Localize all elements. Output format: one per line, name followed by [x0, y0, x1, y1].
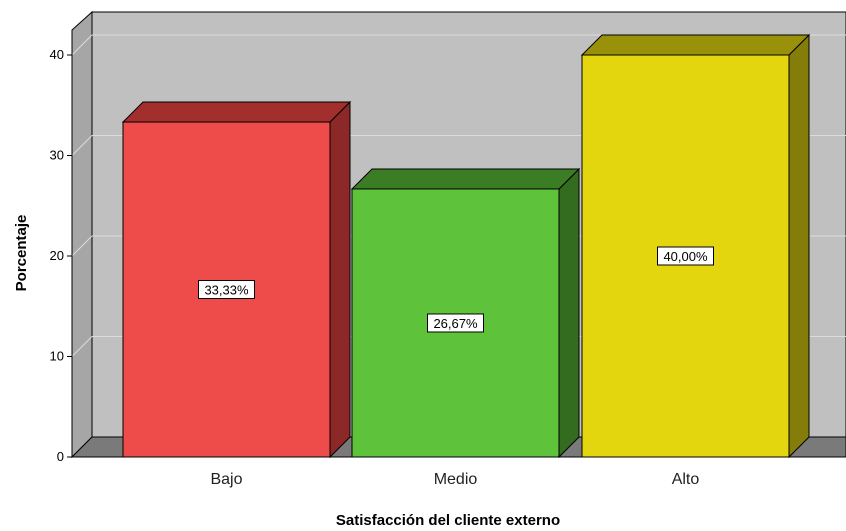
gridline-side — [71, 235, 93, 257]
bar-medio: 26,67% — [350, 167, 581, 459]
bar-top — [121, 101, 352, 123]
data-label: 40,00% — [663, 249, 708, 264]
plot-side-wall — [71, 10, 93, 459]
bars: 33,33% 26,67% 40,00% — [121, 33, 811, 459]
x-tick-label: Bajo — [210, 471, 242, 488]
data-label-box — [198, 280, 255, 300]
y-tick-label: 30 — [50, 148, 64, 163]
x-tick-label: Alto — [672, 471, 700, 488]
y-tick-label: 0 — [57, 449, 64, 464]
x-axis-title: Satisfacción del cliente externo — [336, 512, 560, 529]
bar-side — [329, 100, 351, 459]
gridline-side — [71, 336, 93, 357]
bar-alto: 40,00% — [580, 33, 811, 459]
y-tick-label: 10 — [50, 349, 64, 364]
y-axis-title: Porcentaje — [13, 215, 30, 292]
x-axis: Bajo Medio Alto — [210, 471, 699, 488]
bar-side — [558, 167, 580, 459]
data-label: 33,33% — [204, 283, 249, 298]
bar-bajo: 33,33% — [121, 100, 352, 459]
gridline-side — [71, 135, 93, 156]
bar-side — [788, 33, 810, 459]
data-label: 26,67% — [433, 316, 478, 331]
bar-top — [350, 168, 581, 190]
gridline-side — [71, 34, 93, 56]
x-tick-label: Medio — [434, 471, 478, 488]
y-tick-label: 40 — [50, 47, 64, 62]
y-tick-label: 20 — [50, 248, 64, 263]
data-label-box — [657, 246, 714, 266]
bar-top — [580, 34, 811, 56]
data-label-box — [427, 313, 484, 333]
y-axis: 0 10 20 30 40 — [50, 30, 73, 464]
